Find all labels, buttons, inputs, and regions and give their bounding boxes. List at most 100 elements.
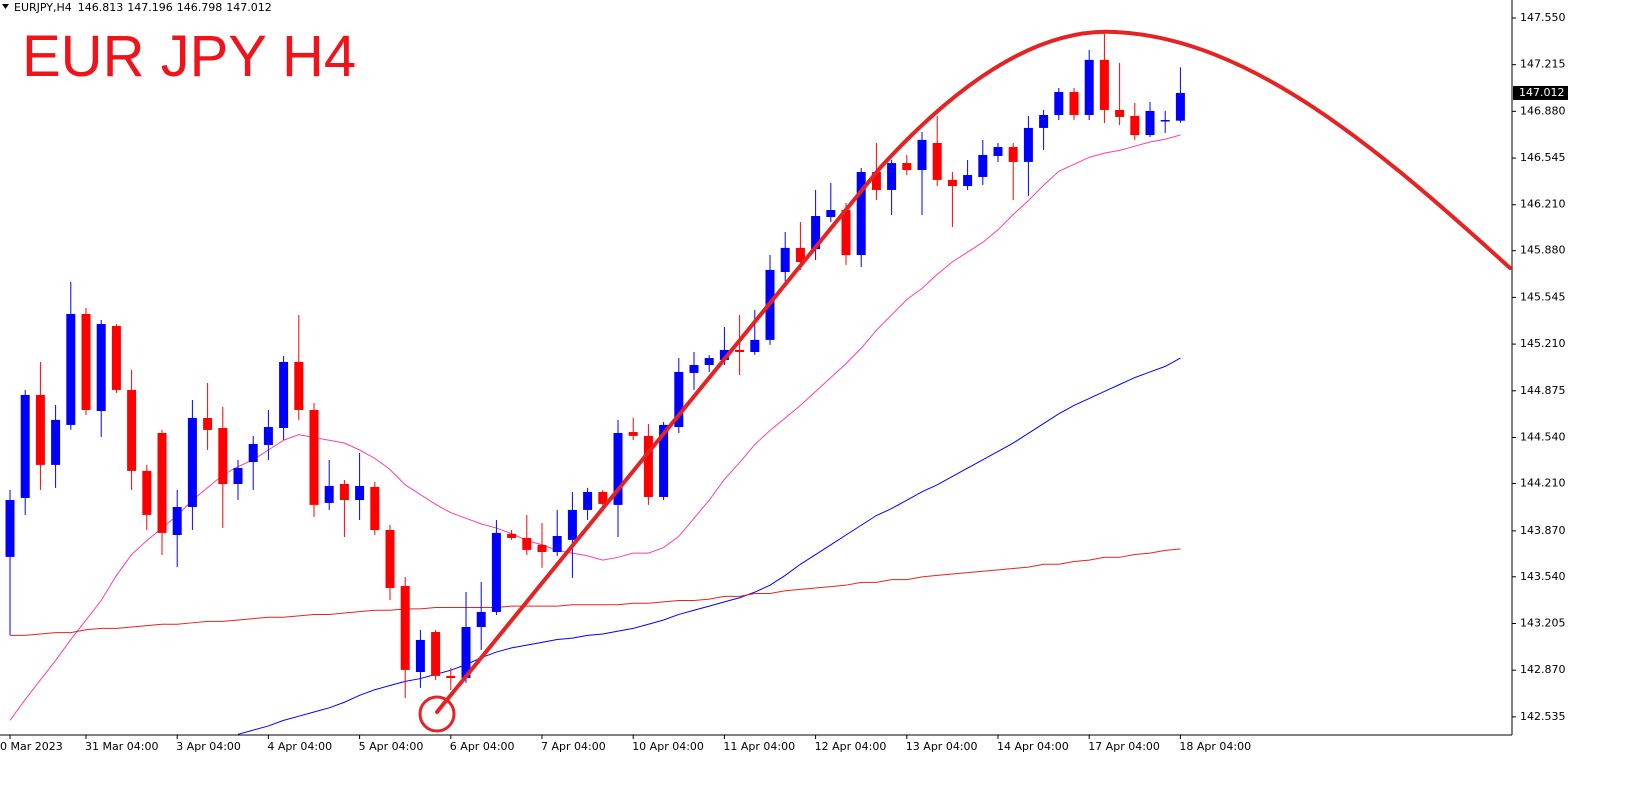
candle-body xyxy=(811,216,821,250)
candle-body xyxy=(583,491,593,510)
x-tick-label: 5 Apr 04:00 xyxy=(359,740,424,753)
candle-body xyxy=(172,507,182,536)
candle-body xyxy=(507,533,517,538)
symbol: EURJPY,H4 xyxy=(14,1,72,14)
candle-body xyxy=(674,371,684,428)
candle-body xyxy=(1115,109,1125,117)
candle-body xyxy=(355,485,365,501)
candle-body xyxy=(780,247,790,273)
y-tick-label: 147.215 xyxy=(1520,58,1566,71)
candle-body xyxy=(735,349,745,353)
candle-body xyxy=(887,163,897,190)
y-tick-label: 146.880 xyxy=(1520,104,1566,117)
chart-title: EUR JPY H4 xyxy=(22,24,356,89)
candle-body xyxy=(1069,91,1079,115)
moving-average xyxy=(237,357,1181,735)
candle-body xyxy=(248,444,258,462)
indicator-layer xyxy=(9,134,1181,735)
x-tick-label: 18 Apr 04:00 xyxy=(1179,740,1251,753)
trend-line xyxy=(435,166,882,714)
y-tick-label: 143.870 xyxy=(1520,524,1566,537)
candle-body xyxy=(826,210,836,217)
candle-body xyxy=(947,179,957,187)
candle-body xyxy=(902,163,912,171)
y-tick-label: 144.210 xyxy=(1520,476,1566,489)
candle-body xyxy=(339,484,349,501)
x-tick-label: 14 Apr 04:00 xyxy=(997,740,1069,753)
candle-body xyxy=(1130,115,1140,136)
x-tick-label: 17 Apr 04:00 xyxy=(1088,740,1160,753)
candle-body xyxy=(613,433,623,505)
candle-body xyxy=(1008,147,1018,162)
candle-body xyxy=(567,509,577,540)
candle-body xyxy=(1145,110,1155,136)
candle-body xyxy=(917,139,927,171)
candle-body xyxy=(81,313,91,411)
candle-body xyxy=(218,427,228,485)
candle-body xyxy=(1084,59,1094,115)
candle-body xyxy=(142,470,152,515)
y-tick-label: 147.550 xyxy=(1520,11,1566,24)
y-tick-label: 144.540 xyxy=(1520,430,1566,443)
price-tag-label: 147.012 xyxy=(1519,86,1565,99)
candle-body xyxy=(157,433,167,533)
candle-body xyxy=(491,532,501,612)
candle-body xyxy=(1175,92,1185,121)
candle-body xyxy=(51,419,61,465)
candle-body xyxy=(461,626,471,679)
candle-body xyxy=(841,210,851,256)
candle-body xyxy=(522,537,532,550)
candle-body xyxy=(187,417,197,508)
candle-body xyxy=(263,427,273,445)
moving-average xyxy=(9,134,1181,721)
x-tick-label: 13 Apr 04:00 xyxy=(906,740,978,753)
candle-layer xyxy=(5,34,1185,698)
candle-body xyxy=(643,435,653,497)
candle-body xyxy=(1023,127,1033,162)
y-tick-label: 145.545 xyxy=(1520,290,1566,303)
candle-body xyxy=(309,410,319,505)
candle-body xyxy=(689,364,699,373)
candle-body xyxy=(96,324,106,411)
x-tick-label: 10 Apr 04:00 xyxy=(632,740,704,753)
candle-body xyxy=(598,491,608,504)
candle-body xyxy=(963,175,973,187)
candle-body xyxy=(1054,91,1064,115)
candle-body xyxy=(1099,59,1109,110)
candle-body xyxy=(856,171,866,256)
candle-body xyxy=(704,358,714,365)
candle-body xyxy=(203,417,213,430)
candle-body xyxy=(279,361,289,428)
menu-arrow xyxy=(2,4,9,9)
moving-average xyxy=(10,548,1181,636)
candle-body xyxy=(324,485,334,503)
header-open: 146.813 xyxy=(78,1,124,14)
price-tag xyxy=(1513,85,1568,100)
candle-body xyxy=(537,544,547,553)
candle-body xyxy=(66,313,76,425)
y-tick-label: 142.535 xyxy=(1520,710,1566,723)
candle-body xyxy=(993,147,1003,156)
y-tick-label: 143.540 xyxy=(1520,570,1566,583)
header-low: 146.798 xyxy=(177,1,223,14)
candle-body xyxy=(871,171,881,190)
candle-body xyxy=(415,639,425,673)
candle-body xyxy=(552,535,562,553)
candle-body xyxy=(5,500,15,557)
candle-body xyxy=(294,361,304,411)
candle-body xyxy=(932,142,942,180)
y-tick-label: 146.210 xyxy=(1520,198,1566,211)
x-tick-label: 6 Apr 04:00 xyxy=(450,740,515,753)
x-tick-label: 4 Apr 04:00 xyxy=(267,740,332,753)
x-tick-label: 3 Apr 04:00 xyxy=(176,740,241,753)
candle-body xyxy=(233,467,243,485)
projection-arc xyxy=(878,29,1512,270)
candle-body xyxy=(628,432,638,436)
header: EURJPY,H4 146.813 147.196 146.798 147.012 xyxy=(14,1,272,14)
candle-body xyxy=(385,529,395,588)
x-tick-label: 0 Mar 2023 xyxy=(0,740,63,753)
candle-body xyxy=(1039,114,1049,128)
candle-body xyxy=(431,632,441,676)
